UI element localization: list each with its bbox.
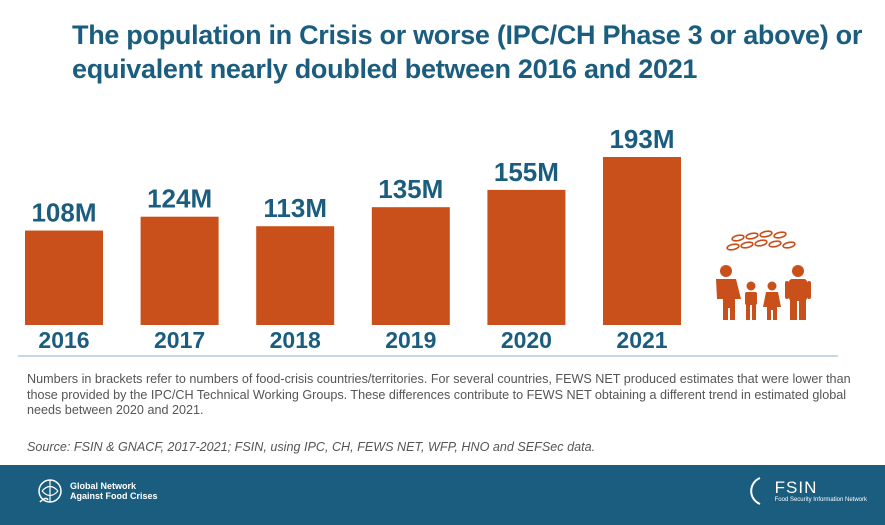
x-tick-label-2020: 2020	[501, 327, 552, 353]
x-tick-label-2017: 2017	[154, 327, 205, 353]
x-tick-label-2018: 2018	[270, 327, 321, 353]
data-label-2021: 193M	[609, 124, 674, 154]
bar-2018	[256, 226, 335, 325]
data-label-2018: 113M	[263, 193, 327, 223]
data-label-2019: 135M	[378, 174, 443, 204]
family-icon	[716, 265, 811, 320]
fsin-arc-icon	[749, 477, 761, 505]
bar-2016	[25, 230, 103, 325]
global-network-line-1: Global Network	[70, 481, 137, 491]
global-network-line-2: Against Food Crises	[70, 491, 158, 501]
title-line-1: The population in Crisis or worse (IPC/C…	[72, 20, 863, 50]
global-network-text: Global Network Against Food Crises	[70, 481, 158, 501]
bar-chart: 108M 2016 124M 2017 113M 2018 135M 2019 155M 2020…	[18, 124, 838, 357]
fsin-name: FSIN	[774, 477, 818, 497]
fsin-logo[interactable]: FSIN Food Security Information Network	[741, 474, 867, 508]
title-line-2: equivalent nearly doubled between 2016 a…	[72, 54, 698, 84]
footnote: Numbers in brackets refer to numbers of …	[27, 372, 851, 417]
global-network-logo[interactable]: Global Network Against Food Crises	[36, 476, 158, 506]
fsin-subtitle: Food Security Information Network	[774, 496, 867, 503]
bar-2019	[371, 207, 450, 325]
grain-icon	[726, 230, 796, 251]
x-tick-label-2016: 2016	[38, 327, 89, 353]
bar-2017	[140, 216, 219, 325]
bar-2020	[487, 189, 566, 325]
x-tick-label-2019: 2019	[385, 327, 436, 353]
source-note: Source: FSIN & GNACF, 2017-2021; FSIN, u…	[27, 440, 596, 454]
globe-wheat-icon	[38, 479, 62, 503]
data-label-2017: 124M	[147, 184, 212, 214]
data-label-2016: 108M	[31, 198, 96, 228]
x-tick-label-2021: 2021	[616, 327, 667, 353]
chart-title: The population in Crisis or worse (IPC/C…	[72, 18, 863, 86]
data-label-2020: 155M	[494, 157, 559, 187]
bar-group: 108M 2016 124M 2017 113M 2018 135M 2019 155M 2020…	[25, 124, 681, 353]
footer-bar: Global Network Against Food Crises FSIN …	[0, 465, 885, 525]
bar-2021	[603, 157, 681, 325]
